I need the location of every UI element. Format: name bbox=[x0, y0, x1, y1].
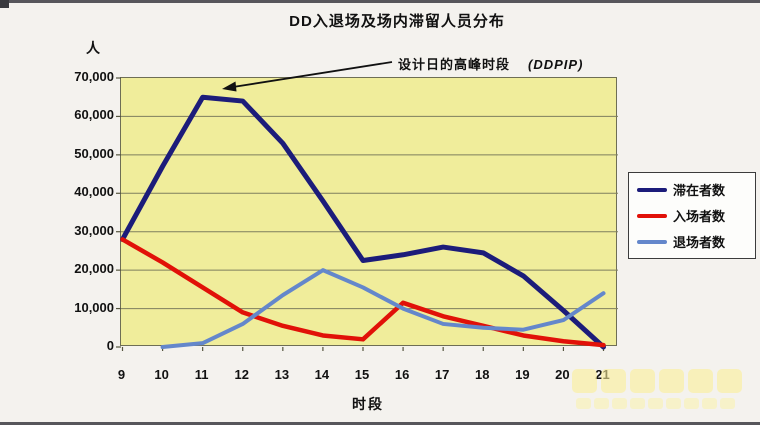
legend-label: 入场者数 bbox=[673, 209, 726, 224]
watermark-row-large bbox=[572, 369, 742, 393]
legend-line-swatch-red bbox=[637, 213, 667, 218]
y-tick-label: 60,000 bbox=[74, 107, 114, 123]
y-tick-label: 40,000 bbox=[74, 184, 114, 200]
y-tick-label: 10,000 bbox=[74, 299, 114, 315]
y-tick-label: 30,000 bbox=[74, 222, 114, 238]
x-tick-label: 13 bbox=[274, 367, 290, 382]
x-tick-label: 14 bbox=[314, 367, 330, 382]
legend-item-staying: 滞在者数 bbox=[637, 180, 747, 199]
legend-line-swatch-navy bbox=[637, 187, 667, 192]
chart-title: DD入退场及场内滞留人员分布 bbox=[289, 13, 505, 30]
y-axis-unit-label: 人 bbox=[86, 40, 100, 56]
line-chart-svg bbox=[116, 77, 618, 351]
x-tick-label: 9 bbox=[117, 367, 126, 382]
legend-item-entering: 入场者数 bbox=[637, 206, 747, 225]
series-line-1 bbox=[120, 237, 606, 348]
x-tick-label: 16 bbox=[394, 367, 410, 382]
y-tick-label: 20,000 bbox=[74, 261, 114, 277]
top-border-line bbox=[0, 0, 760, 3]
watermark-row-small bbox=[576, 398, 735, 409]
x-tick-label: 15 bbox=[354, 367, 370, 382]
x-tick-label: 12 bbox=[234, 367, 249, 382]
y-tick-label: 50,000 bbox=[74, 145, 114, 161]
legend-box: 滞在者数 入场者数 退场者数 bbox=[628, 172, 756, 259]
legend-label: 退场者数 bbox=[673, 235, 726, 250]
x-tick-label: 19 bbox=[515, 367, 530, 382]
x-tick-label: 18 bbox=[475, 367, 490, 382]
bottom-white-strip bbox=[0, 425, 760, 429]
legend-line-swatch-blue bbox=[637, 239, 667, 244]
series-line-2 bbox=[160, 268, 606, 349]
plot-area bbox=[116, 77, 618, 351]
x-tick-label: 11 bbox=[194, 367, 209, 382]
peak-annotation: 设计日的高峰时段 (DDPIP) bbox=[398, 54, 583, 73]
x-axis-title: 时段 bbox=[352, 396, 384, 412]
y-tick-label: 70,000 bbox=[74, 69, 114, 84]
bottom-border-line bbox=[0, 422, 760, 425]
watermark bbox=[572, 367, 758, 415]
x-tick-label: 17 bbox=[434, 367, 450, 382]
corner-artifact bbox=[0, 0, 9, 8]
x-tick-label: 20 bbox=[555, 367, 570, 382]
peak-annotation-suffix: (DDPIP) bbox=[528, 57, 584, 72]
legend-label: 滞在者数 bbox=[673, 183, 726, 198]
series-line-0 bbox=[120, 94, 606, 350]
peak-annotation-text: 设计日的高峰时段 bbox=[398, 57, 511, 72]
x-tick-label: 10 bbox=[154, 367, 169, 382]
y-tick-label: 0 bbox=[106, 338, 114, 353]
legend-item-exiting: 退场者数 bbox=[637, 232, 747, 251]
